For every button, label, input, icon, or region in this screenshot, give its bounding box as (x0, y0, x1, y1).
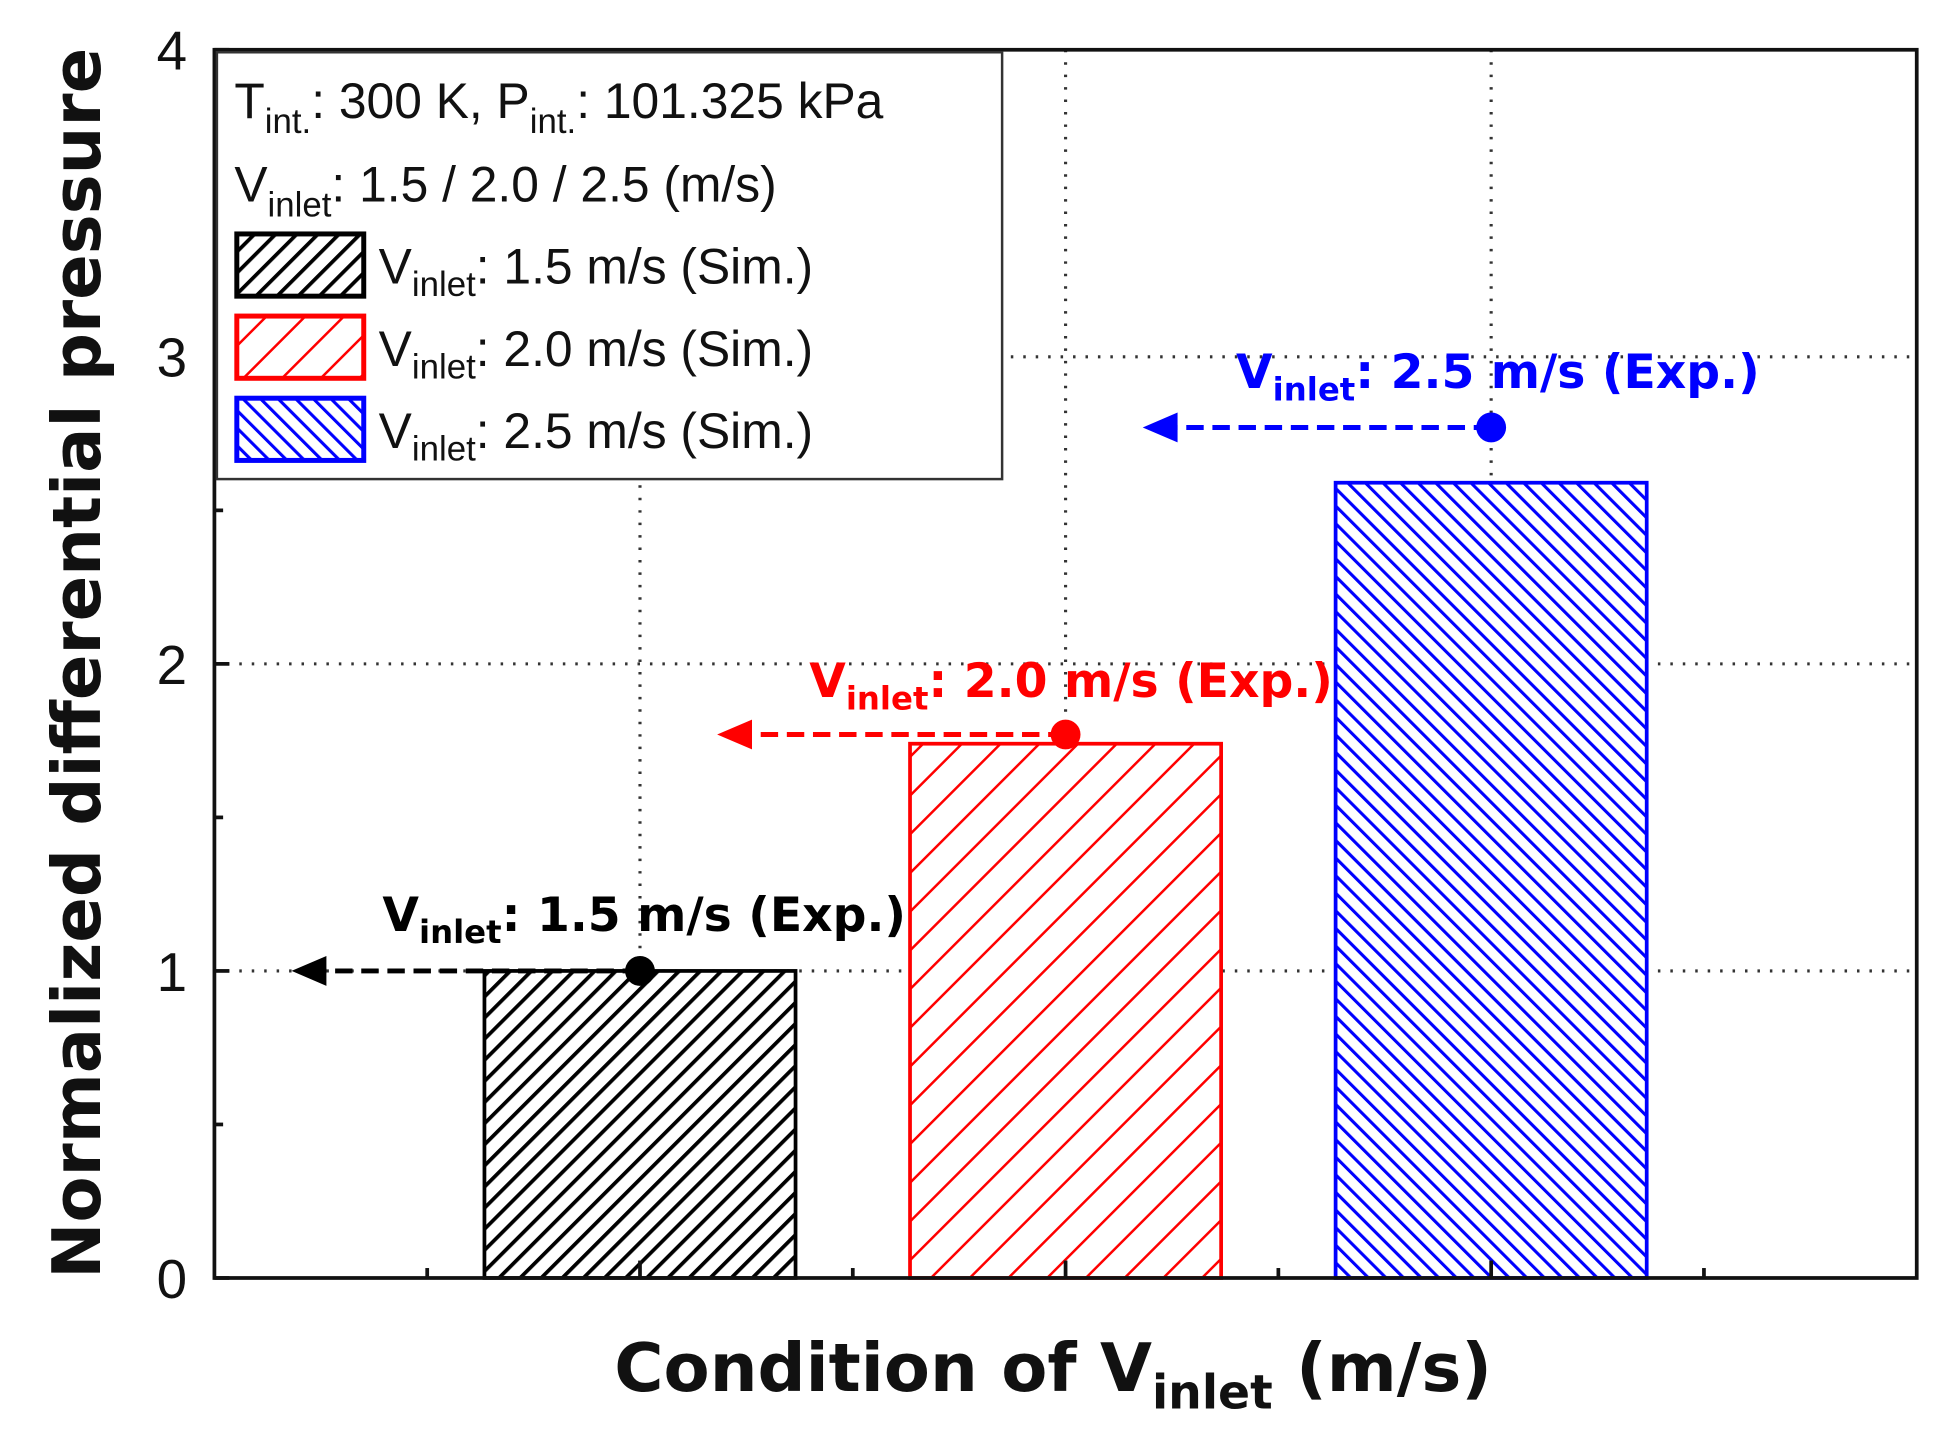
y-tick-label: 0 (157, 1248, 187, 1310)
x-axis-label: Condition of Vinlet (m/s) (614, 1329, 1492, 1420)
legend-header-1: Tint.: 300 K, Pint.: 101.325 kPa (234, 73, 883, 141)
bar-sim-1.5 (482, 969, 798, 1280)
exp-annotation-sub: inlet (846, 679, 929, 717)
exp-annotation-main: V (382, 888, 419, 943)
exp-annotation-rest: : 2.0 m/s (Exp.) (928, 654, 1332, 709)
legend-entry-main: V (379, 403, 412, 459)
legend-entry: Vinlet: 2.5 m/s (Sim.) (379, 403, 813, 468)
legend-entry-sub: inlet (412, 347, 476, 386)
exp-annotation-main: V (1236, 345, 1273, 400)
legend-entry-rest: : 2.5 m/s (Sim.) (476, 403, 813, 459)
exp-point-1.5 (625, 956, 655, 986)
exp-arrowhead (291, 956, 327, 986)
exp-point-2.0 (1050, 719, 1081, 750)
exp-arrowhead (717, 719, 752, 750)
exp-annotation: Vinlet: 2.5 m/s (Exp.) (1236, 345, 1760, 408)
y-tick-label: 4 (157, 20, 187, 82)
exp-arrowhead (1142, 412, 1178, 443)
bar-sim-2.0 (908, 741, 1223, 1280)
legend-entry-rest: : 1.5 m/s (Sim.) (476, 239, 813, 295)
legend-entry-sub: inlet (412, 429, 476, 468)
exp-point-2.5 (1476, 412, 1507, 443)
exp-annotation-rest: : 1.5 m/s (Exp.) (502, 888, 906, 943)
y-tick-label: 3 (157, 327, 187, 389)
exp-annotation-sub: inlet (419, 913, 502, 951)
exp-annotation-rest: : 2.5 m/s (Exp.) (1355, 345, 1759, 400)
legend-entry-sub: inlet (412, 265, 476, 304)
bar-sim-2.5 (1333, 480, 1649, 1280)
exp-annotation-main: V (809, 654, 846, 709)
y-tick-label: 2 (157, 634, 187, 696)
bars (482, 480, 1649, 1280)
legend-header-2: Vinlet: 1.5 / 2.0 / 2.5 (m/s) (234, 157, 776, 225)
y-tick-label: 1 (157, 941, 187, 1003)
legend-entry-rest: : 2.0 m/s (Sim.) (476, 321, 813, 377)
legend-entry: Vinlet: 1.5 m/s (Sim.) (379, 239, 813, 304)
exp-annotation: Vinlet: 2.0 m/s (Exp.) (809, 654, 1333, 717)
exp-markers: Vinlet: 1.5 m/s (Exp.)Vinlet: 2.0 m/s (E… (291, 345, 1760, 986)
legend-entry: Vinlet: 2.0 m/s (Sim.) (379, 321, 813, 386)
legend-entry-main: V (379, 239, 412, 295)
legend-entry-main: V (379, 321, 412, 377)
legend-swatch (234, 231, 367, 299)
exp-annotation-sub: inlet (1273, 371, 1356, 409)
legend-swatch (234, 395, 367, 463)
legend: Tint.: 300 K, Pint.: 101.325 kPa Vinlet:… (215, 51, 1004, 481)
y-axis-label: Normalized differential pressure (38, 48, 116, 1279)
legend-swatch (234, 313, 367, 381)
exp-annotation: Vinlet: 1.5 m/s (Exp.) (382, 888, 906, 951)
